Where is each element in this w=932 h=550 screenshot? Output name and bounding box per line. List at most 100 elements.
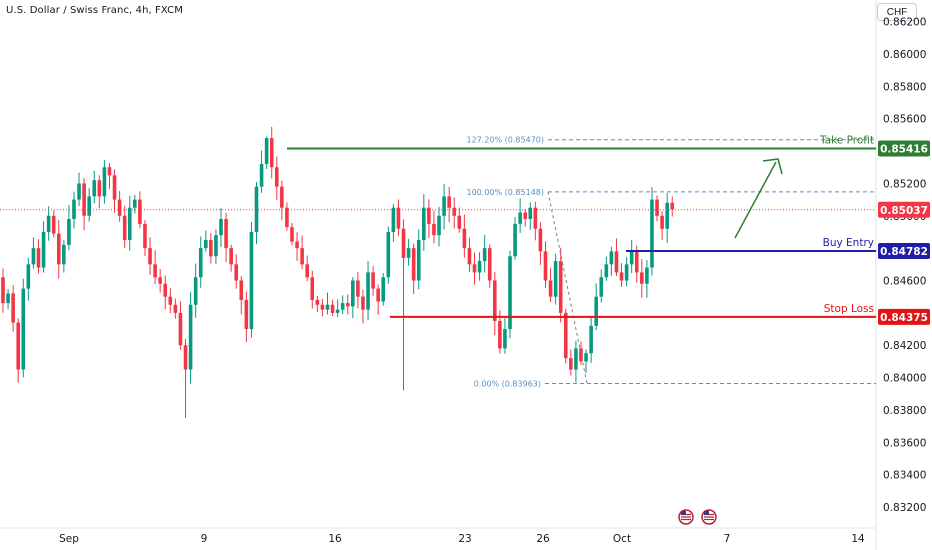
candle-body [503, 329, 507, 349]
candle-body [264, 138, 269, 165]
candle-body [650, 199, 654, 268]
candle-body [457, 215, 462, 229]
candle-body [351, 280, 355, 307]
candle-body [188, 304, 193, 370]
currency-button[interactable]: CHF [877, 3, 917, 21]
candle-body [584, 353, 588, 362]
candle-body [315, 299, 320, 305]
candle-body [366, 272, 370, 310]
candle-body [599, 277, 604, 297]
candle-body [563, 312, 568, 359]
candle-body [214, 235, 218, 257]
us-flag-icon[interactable] [701, 509, 717, 525]
candle-body [249, 231, 254, 330]
candle-body [224, 219, 228, 249]
y-tick-label: 0.85200 [883, 178, 926, 190]
y-tick-label: 0.84000 [883, 373, 926, 385]
candle-body [36, 248, 41, 268]
candle-body [452, 207, 457, 216]
level-name-label: Buy Entry [823, 237, 874, 249]
y-tick-label: 0.83800 [883, 405, 926, 417]
candle-body [305, 264, 309, 278]
candle-body [102, 167, 107, 197]
y-tick-label: 0.83600 [883, 437, 926, 449]
x-tick-label: 23 [458, 533, 471, 545]
candle-body [198, 248, 203, 278]
candle-body [356, 280, 360, 297]
fib-trend-line [547, 191, 588, 384]
level-name-label: Stop Loss [824, 303, 874, 315]
candle-body [87, 196, 91, 216]
candle-body [244, 299, 249, 330]
candle-body [204, 240, 208, 249]
candle-body [269, 138, 274, 168]
level-price-tag [878, 243, 930, 260]
y-tick-label: 0.83200 [883, 502, 926, 514]
candle-body [665, 202, 669, 229]
chart-title: U.S. Dollar / Swiss Franc, 4h, FXCM [6, 5, 183, 16]
candle-body [447, 196, 451, 208]
candle-body [396, 207, 401, 229]
candle-body [92, 180, 97, 197]
candle-body [371, 272, 375, 289]
candle-body [117, 199, 122, 216]
level-price-tag [878, 308, 930, 325]
candle-body [72, 199, 76, 220]
projection-arrow-head [762, 158, 783, 175]
candle-body [462, 228, 467, 249]
candle-body [569, 358, 573, 370]
y-tick-label: 0.85600 [883, 114, 926, 126]
x-tick-label: 7 [724, 533, 731, 545]
candle-body [143, 223, 147, 249]
us-flag-icon[interactable] [678, 509, 694, 525]
candle-body [178, 312, 183, 346]
candle-body [660, 215, 664, 229]
candle-body [259, 164, 264, 187]
candle-body [127, 207, 132, 241]
current-price-tag [878, 201, 930, 218]
candle-body [361, 296, 365, 310]
candle-body [82, 183, 86, 216]
candle-body [629, 251, 634, 265]
x-tick-label: 16 [328, 533, 342, 545]
candle-body [477, 261, 482, 273]
fib-level-label: 127.20% (0.85470) [467, 136, 544, 145]
candle-body [553, 261, 558, 297]
candle-body [107, 167, 112, 176]
candle-body [148, 248, 152, 265]
candle-body [219, 219, 223, 236]
y-tick-label: 0.84200 [883, 340, 926, 352]
candle-body [229, 248, 233, 265]
candle-body [153, 264, 157, 278]
candle-body [386, 231, 391, 278]
candle-body [46, 215, 51, 232]
candle-body [634, 251, 639, 273]
candle-body [401, 228, 406, 258]
candle-body [533, 207, 538, 229]
candle-body [163, 283, 168, 297]
candle-body [51, 215, 56, 234]
candle-body [295, 241, 299, 249]
level-price-label: 0.84375 [880, 312, 928, 324]
candle-body [345, 303, 350, 307]
candle-body [609, 251, 614, 265]
candle-body [209, 240, 213, 257]
candle-body [548, 280, 553, 297]
level-name-label: Take Profit [819, 134, 874, 146]
candle-body [6, 293, 10, 304]
candle-body [340, 303, 345, 310]
candle-body [442, 196, 446, 216]
candle-body [310, 277, 315, 300]
candle-body [655, 199, 659, 216]
y-tick-label: 0.86200 [883, 17, 926, 29]
x-tick-label: 14 [851, 533, 865, 545]
candle-body [645, 267, 649, 284]
candle-body [56, 233, 61, 265]
candle-body [619, 272, 624, 281]
candle-body [133, 199, 137, 208]
candle-body [528, 207, 533, 220]
candle-body [437, 215, 441, 236]
fib-level-label: 100.00% (0.85148) [467, 188, 544, 197]
